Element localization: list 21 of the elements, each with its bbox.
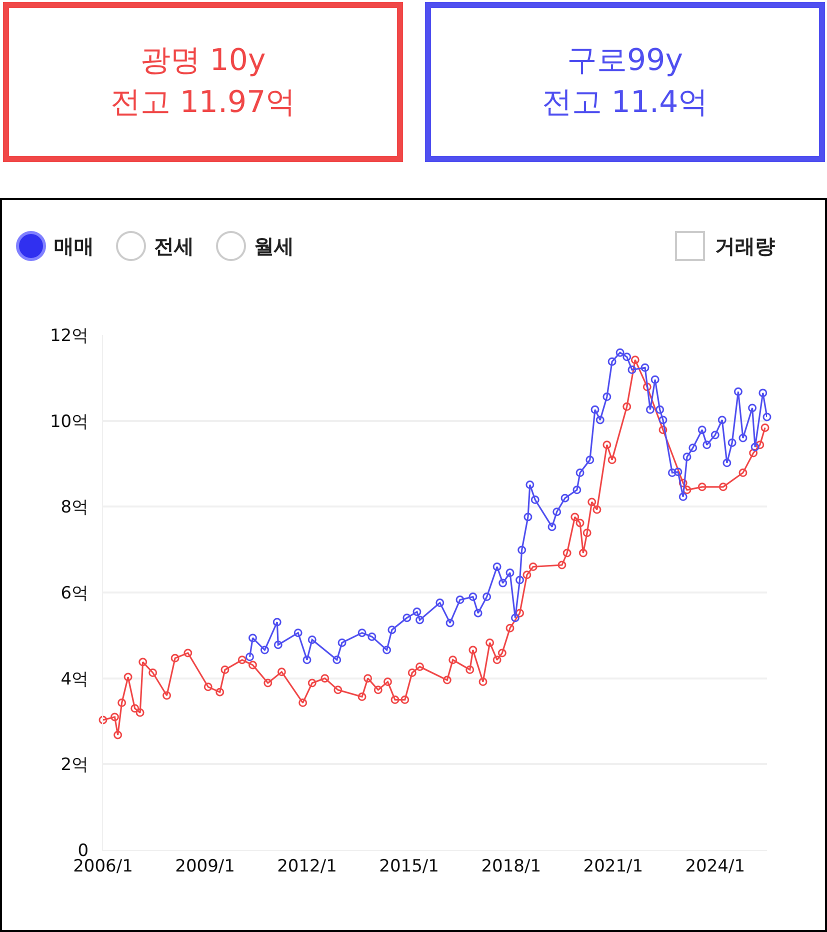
x-tick-label: 2009/1 xyxy=(175,856,235,876)
y-tick-label: 6억 xyxy=(60,583,89,604)
text: 전고 11.4억 xyxy=(542,84,708,122)
text: 광명 10y xyxy=(140,42,266,80)
x-tick-label: 2018/1 xyxy=(481,856,542,876)
y-tick-label: 12억 xyxy=(50,326,89,346)
x-tick-label: 2024/1 xyxy=(685,856,746,876)
x-tick-label: 2021/1 xyxy=(583,856,644,876)
y-tick-label: 8억 xyxy=(60,498,89,518)
y-tick-label: 2억 xyxy=(60,755,89,776)
x-tick-label: 2012/1 xyxy=(277,856,337,876)
x-tick-label: 2015/1 xyxy=(379,856,439,876)
text: 전고 11.97억 xyxy=(110,84,296,122)
text: 월세 xyxy=(254,232,294,260)
text: 거래량 xyxy=(715,232,775,260)
text: 전세 xyxy=(154,232,194,260)
y-tick-label: 10억 xyxy=(50,412,89,432)
y-tick-label: 4억 xyxy=(60,669,89,690)
text: 구로99y xyxy=(567,42,683,80)
text: 매매 xyxy=(54,232,94,260)
x-tick-label: 2006/1 xyxy=(73,856,133,876)
